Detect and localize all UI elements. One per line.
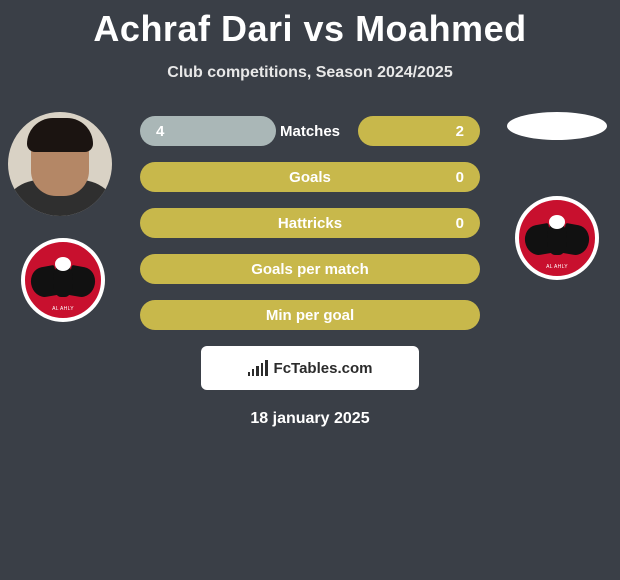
avatar-graphic <box>8 112 112 216</box>
stat-row-matches: 4 2 Matches <box>140 116 480 146</box>
player1-name: Achraf Dari <box>93 8 293 49</box>
club-label: AL AHLY <box>52 306 74 312</box>
stat-row-goals-per-match: Goals per match <box>140 254 480 284</box>
stat-label: Min per goal <box>266 307 354 324</box>
vs-label: vs <box>304 8 345 49</box>
eagle-head <box>549 215 565 229</box>
chart-bar <box>265 360 267 376</box>
page-title: Achraf Dari vs Moahmed <box>0 0 620 50</box>
player2-name: Moahmed <box>355 8 527 49</box>
brand-label: FcTables.com <box>274 360 373 377</box>
player1-club-badge: AL AHLY <box>21 238 105 322</box>
avatar-hair <box>27 118 93 152</box>
eagle-icon <box>527 213 587 263</box>
stat-left-value: 4 <box>140 116 276 146</box>
bar-chart-icon <box>248 360 268 376</box>
date-label: 18 january 2025 <box>0 410 620 428</box>
eagle-icon <box>33 255 93 305</box>
stat-row-goals: Goals 0 <box>140 162 480 192</box>
club-label: AL AHLY <box>546 264 568 270</box>
player2-club-badge: AL AHLY <box>515 196 599 280</box>
stat-row-min-per-goal: Min per goal <box>140 300 480 330</box>
stat-row-hattricks: Hattricks 0 <box>140 208 480 238</box>
subtitle: Club competitions, Season 2024/2025 <box>0 64 620 82</box>
stat-label: Goals per match <box>251 261 369 278</box>
chart-bar <box>252 369 254 376</box>
stat-label: Matches <box>280 123 340 140</box>
stat-right-value: 2 <box>358 116 480 146</box>
comparison-content: AL AHLY AL AHLY 42MatchesGoals0Hattricks… <box>0 116 620 428</box>
player2-avatar <box>507 112 607 140</box>
stat-bars: 4 2 Matches Goals 0 Hattricks 0 Goals per match… <box>140 116 480 330</box>
stat-label: Goals <box>289 169 331 186</box>
eagle-head <box>55 257 71 271</box>
chart-bar <box>261 363 263 376</box>
stat-right-value: 0 <box>456 215 464 232</box>
right-column: AL AHLY <box>502 112 612 280</box>
chart-bar <box>248 372 250 376</box>
stat-right-value: 0 <box>456 169 464 186</box>
player1-avatar <box>8 112 112 216</box>
chart-bar <box>256 366 258 376</box>
footer-card: FcTables.com <box>201 346 419 390</box>
stat-label: Hattricks <box>278 215 342 232</box>
left-column: AL AHLY <box>8 112 118 322</box>
